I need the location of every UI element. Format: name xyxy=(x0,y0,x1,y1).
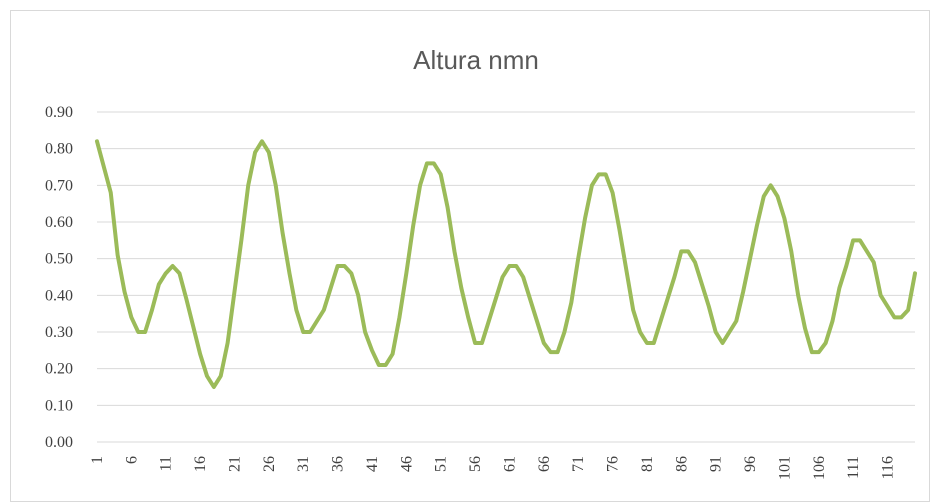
x-tick-label: 46 xyxy=(398,456,415,472)
y-axis-ticks: 0.00 0.10 0.20 0.30 0.40 0.50 0.60 0.70 0.80 0.90 xyxy=(45,104,73,451)
x-tick-label: 66 xyxy=(536,456,553,472)
y-tick-label: 0.60 xyxy=(45,214,73,231)
y-tick-label: 0.50 xyxy=(45,251,73,268)
y-tick-label: 0.70 xyxy=(45,177,73,194)
line-chart: Altura nmn 0.000.100.200.300.400.500.600… xyxy=(45,45,917,480)
x-tick-label: 16 xyxy=(192,456,209,472)
y-tick-label: 0.80 xyxy=(45,141,73,158)
y-tick-label: 0.10 xyxy=(45,397,73,414)
x-tick-label: 11 xyxy=(158,456,175,471)
x-tick-label: 76 xyxy=(605,456,622,472)
x-tick-label: 1 xyxy=(89,456,106,464)
x-tick-label: 21 xyxy=(226,456,243,472)
chart-title: Altura nmn xyxy=(413,45,539,75)
x-tick-label: 51 xyxy=(433,456,450,472)
x-tick-label: 31 xyxy=(295,456,312,472)
x-tick-label: 106 xyxy=(811,456,828,480)
x-tick-label: 116 xyxy=(880,456,897,479)
x-tick-label: 36 xyxy=(330,456,347,472)
x-tick-label: 61 xyxy=(501,456,518,472)
series-line xyxy=(95,139,917,389)
x-tick-label: 96 xyxy=(742,456,759,472)
x-tick-label: 111 xyxy=(845,456,862,479)
y-tick-label: 0.40 xyxy=(45,287,73,304)
x-tick-label: 71 xyxy=(570,456,587,472)
y-tick-label: 0.30 xyxy=(45,324,73,341)
y-tick-label: 0.20 xyxy=(45,361,73,378)
x-tick-label: 26 xyxy=(261,456,278,472)
x-axis-ticks: 1 6 11 16 21 26 31 36 41 46 51 56 61 66 71 76 81 86 91 96 10… xyxy=(89,456,897,480)
x-tick-label: 81 xyxy=(639,456,656,472)
y-tick-label: 0.00 xyxy=(45,434,73,451)
x-tick-label: 41 xyxy=(364,456,381,472)
x-tick-label: 56 xyxy=(467,456,484,472)
x-tick-label: 86 xyxy=(673,456,690,472)
gridlines xyxy=(97,111,915,443)
y-tick-label: 0.90 xyxy=(45,104,73,121)
x-tick-label: 101 xyxy=(776,456,793,480)
x-tick-label: 91 xyxy=(708,456,725,472)
x-tick-label: 6 xyxy=(123,456,140,464)
chart-area: Altura nmn 0.00 0.10 0.20 0.30 0.40 0.50 0.60 0… xyxy=(10,10,930,502)
